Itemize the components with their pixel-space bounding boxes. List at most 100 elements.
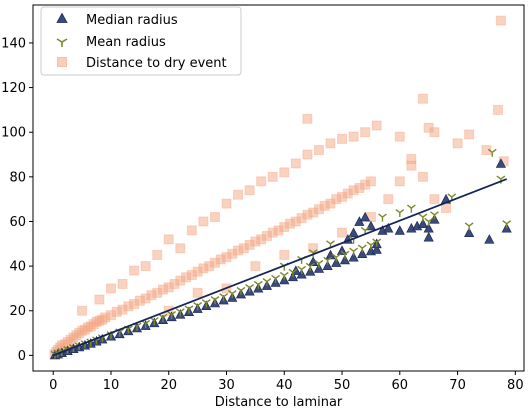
dry-event-point <box>140 261 151 272</box>
mean-radius-point <box>323 256 333 265</box>
mean-radius-point <box>227 290 237 299</box>
dry-event-point <box>302 113 313 124</box>
dry-event-point <box>256 176 267 187</box>
mean-radius-point <box>340 250 350 259</box>
median-radius-point <box>348 251 359 262</box>
mean-radius-point <box>279 271 289 280</box>
mean-radius-point <box>305 262 315 271</box>
dry-event-point <box>365 176 376 187</box>
dry-event-point <box>267 171 278 182</box>
mean-radius-point <box>464 222 474 231</box>
legend-square-marker <box>57 57 67 67</box>
dry-event-point <box>279 249 290 260</box>
mean-radius-point <box>288 268 298 277</box>
mean-radius-point <box>424 217 434 226</box>
dry-event-point <box>337 133 348 144</box>
x-tick-label: 50 <box>334 378 351 393</box>
dry-event-point <box>105 283 116 294</box>
x-tick-label: 20 <box>160 378 177 393</box>
mean-radius-point <box>395 208 405 218</box>
dry-event-point <box>394 131 405 142</box>
mean-radius-point <box>167 310 177 320</box>
dry-event-point <box>290 158 301 169</box>
dry-event-point <box>464 129 475 140</box>
y-tick-label: 20 <box>9 304 26 319</box>
dry-event-point <box>452 138 463 149</box>
x-tick-label: 70 <box>449 378 466 393</box>
dry-event-point <box>244 185 255 196</box>
mean-radius-point <box>271 274 281 283</box>
legend-entry-median: Median radius <box>56 12 178 28</box>
dry-event-point <box>325 138 336 149</box>
mean-radius-point <box>184 305 194 314</box>
dry-event-point <box>186 225 197 236</box>
median-radius-point <box>357 248 368 258</box>
median-radius-point <box>331 257 342 267</box>
mean-radius-point <box>236 286 246 295</box>
dry-event-point <box>163 234 174 245</box>
mean-radius-point <box>219 293 229 302</box>
median-radius-point <box>394 225 405 235</box>
mean-radius-point <box>175 308 185 317</box>
y-tick-label: 40 <box>9 260 26 275</box>
dry-event-point <box>308 243 319 254</box>
mean-radius-point <box>418 213 428 222</box>
dry-event-point <box>129 265 140 276</box>
dry-event-point <box>233 189 244 200</box>
dry-event-point <box>394 176 405 187</box>
mean-radius-point <box>314 259 324 268</box>
legend-label-dry-event: Distance to dry event <box>86 56 227 71</box>
dry-event-point <box>493 104 504 115</box>
axis-ticks: 0 10 20 30 40 50 60 70 80 0 20 40 60 80 100 120 140 <box>1 36 523 393</box>
fit-line <box>52 178 507 357</box>
legend-triangle-marker <box>56 12 68 23</box>
median-radius-point <box>336 245 348 255</box>
median-radius-point <box>423 231 434 242</box>
y-tick-label: 0 <box>18 349 26 364</box>
dry-event-point <box>209 212 220 223</box>
dry-event-point <box>406 160 417 171</box>
y-tick-label: 120 <box>1 81 26 96</box>
dry-event-point <box>250 261 261 272</box>
mean-radius-point <box>366 241 376 250</box>
x-tick-label: 0 <box>49 378 57 393</box>
mean-radius-point <box>245 283 255 293</box>
legend-label-mean: Mean radius <box>86 35 166 50</box>
median-radius-point <box>339 254 351 265</box>
dry-event-point <box>77 305 88 316</box>
dry-event-point <box>198 216 209 227</box>
dry-event-point <box>371 120 382 131</box>
mean-radius-point <box>201 299 211 308</box>
mean-radius-point <box>262 277 272 287</box>
median-radius-point <box>371 244 382 254</box>
legend-tri-down-marker <box>56 38 68 47</box>
dry-event-point <box>337 227 348 238</box>
dry-event-point <box>94 294 105 305</box>
median-radius-point <box>464 227 475 237</box>
plot-frame <box>32 4 525 372</box>
y-tick-label: 100 <box>1 126 26 141</box>
y-tick-label: 140 <box>1 36 26 51</box>
x-tick-label: 10 <box>103 378 120 393</box>
data-marks <box>49 15 512 360</box>
x-tick-label: 30 <box>218 378 235 393</box>
dry-event-point <box>429 194 440 205</box>
median-radius-point <box>348 227 359 237</box>
dry-event-point <box>279 167 290 178</box>
mean-radius-point <box>378 213 387 222</box>
median-radius-point <box>360 211 371 222</box>
legend-entry-dry-event: Distance to dry event <box>57 56 227 71</box>
dry-event-point <box>360 127 371 138</box>
x-tick-label: 40 <box>276 378 293 393</box>
dry-event-point <box>302 149 313 160</box>
dry-event-point <box>313 145 324 156</box>
mean-radius-point <box>372 238 382 247</box>
dry-event-point <box>192 287 203 298</box>
mean-radius-point <box>253 280 263 289</box>
dry-event-point <box>348 131 359 142</box>
mean-radius-point <box>297 265 307 274</box>
median-radius-point <box>484 234 495 244</box>
dry-event-point <box>221 198 232 209</box>
dry-event-point <box>481 145 492 156</box>
